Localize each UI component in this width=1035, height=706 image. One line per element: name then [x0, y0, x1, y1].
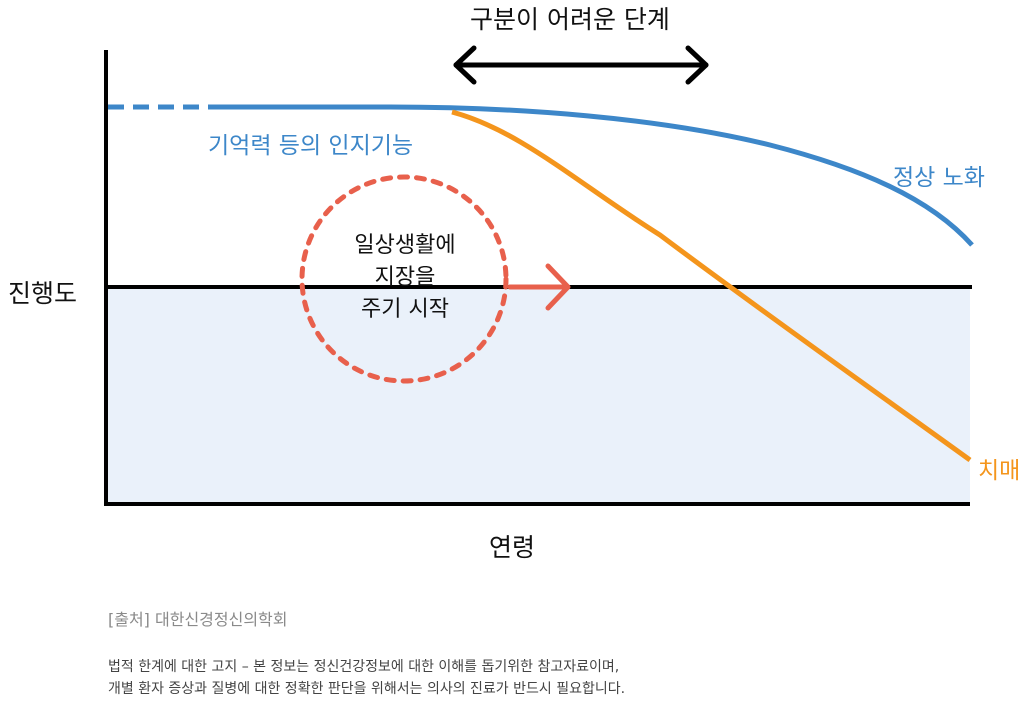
circle-caption: 일상생활에 지장을 주기 시작: [300, 230, 510, 326]
normal-aging-label: 정상 노화: [893, 165, 985, 191]
double-arrow-icon: [453, 45, 709, 85]
circle-caption-line: 일상생활에: [354, 233, 456, 258]
cognitive-function-label: 기억력 등의 인지기능: [208, 133, 414, 159]
source-credit: [출처] 대한신경정신의학회: [108, 610, 288, 629]
circle-caption-line: 지장을: [374, 265, 436, 290]
diagram-title: 구분이 어려운 단계: [470, 5, 670, 34]
dementia-curve: [451, 109, 972, 463]
disclaimer: 법적 한계에 대한 고지 – 본 정보는 정신건강정보에 대한 이해를 돕기위한…: [108, 656, 625, 700]
dementia-label: 치매: [978, 458, 1021, 484]
right-arrow-icon: [507, 263, 571, 311]
circle-caption-line: 주기 시작: [361, 297, 449, 322]
disclaimer-line: 법적 한계에 대한 고지 – 본 정보는 정신건강정보에 대한 이해를 돕기위한…: [108, 659, 620, 675]
y-axis-label: 진행도: [8, 279, 78, 308]
x-axis-label: 연령: [489, 533, 536, 562]
disclaimer-line: 개별 환자 증상과 질병에 대한 정확한 판단을 위해서는 의사의 진료가 반드…: [108, 681, 626, 697]
daily-life-circle: [299, 174, 509, 384]
normal-aging-curve: [208, 104, 974, 247]
impairment-region: [108, 287, 970, 504]
